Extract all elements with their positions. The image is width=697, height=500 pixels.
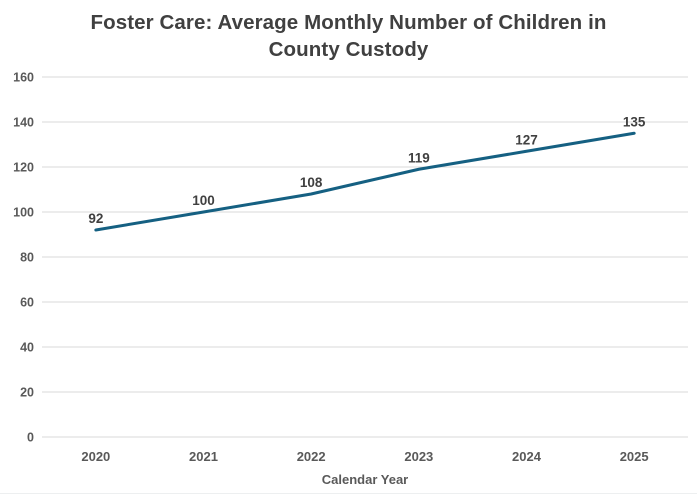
y-axis-tick-labels: 0 20 40 60 80 100 120 140 160 [13,71,34,445]
series-line [94,131,636,232]
bottom-edge-divider [0,493,697,494]
x-tick-label: 2023 [404,449,433,464]
data-label: 135 [623,114,646,129]
y-tick-label: 100 [13,206,34,220]
x-axis-title: Calendar Year [322,472,408,487]
y-tick-label: 80 [20,251,34,265]
y-tick-label: 40 [20,341,34,355]
y-tick-label: 160 [13,71,34,85]
data-label: 108 [300,175,323,190]
y-tick-label: 60 [20,296,34,310]
x-tick-label: 2022 [297,449,326,464]
y-tick-label: 120 [13,161,34,175]
x-tick-label: 2020 [81,449,110,464]
y-tick-label: 0 [27,431,34,445]
data-label: 92 [88,211,103,226]
x-tick-label: 2024 [512,449,542,464]
y-tick-label: 20 [20,386,34,400]
data-labels: 92 100 108 119 127 135 [88,114,646,226]
x-tick-label: 2025 [620,449,649,464]
data-label: 119 [408,150,430,165]
gridlines [42,76,688,438]
data-label: 127 [515,132,538,147]
y-tick-label: 140 [13,116,34,130]
x-axis-tick-labels: 2020 2021 2022 2023 2024 2025 [81,449,648,464]
data-label: 100 [192,193,215,208]
x-tick-label: 2021 [189,449,218,464]
